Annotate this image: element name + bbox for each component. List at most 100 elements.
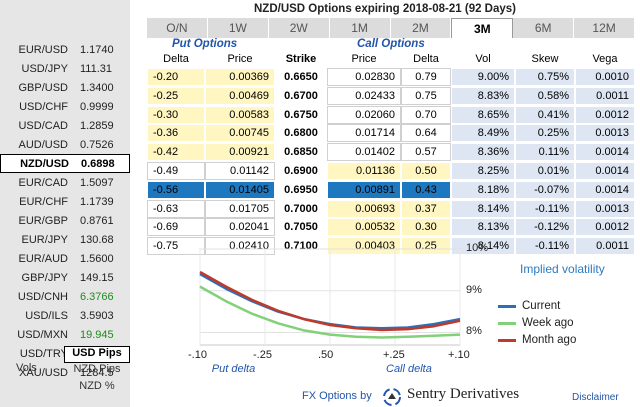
put-price-cell[interactable]: 0.01405: [205, 180, 275, 199]
call-price-cell[interactable]: 0.01714: [327, 124, 401, 143]
currency-pair-xau-usd[interactable]: XAU/USD 1284.5: [0, 363, 130, 382]
put-price-cell[interactable]: 0.01705: [205, 199, 275, 218]
legend-swatch: [498, 321, 516, 325]
strike-cell: 0.6700: [275, 86, 327, 105]
call-price-cell[interactable]: 0.01402: [327, 143, 401, 162]
currency-pair-usd-ils[interactable]: USD/ILS 3.5903: [0, 306, 130, 325]
volatility-chart-svg: [199, 248, 461, 346]
currency-pair-name: EUR/JPY: [21, 233, 68, 246]
call-price-cell[interactable]: 0.00891: [327, 180, 401, 199]
x-tick-label: -.10: [188, 349, 207, 361]
currency-pair-name: GBP/JPY: [21, 271, 68, 284]
put-price-cell[interactable]: 0.00921: [205, 143, 275, 162]
currency-pair-rate: 1284.5: [80, 366, 114, 379]
currency-pair-gbp-jpy[interactable]: GBP/JPY 149.15: [0, 268, 130, 287]
tab-1w[interactable]: 1W: [207, 18, 269, 38]
tab-1m[interactable]: 1M: [329, 18, 391, 38]
currency-pair-rate: 149.15: [80, 271, 114, 284]
currency-pair-usd-chf[interactable]: USD/CHF 0.9999: [0, 97, 130, 116]
disclaimer-link[interactable]: Disclaimer: [572, 392, 619, 403]
y-tick-label: 8%: [466, 325, 482, 338]
currency-pair-name: GBP/USD: [18, 81, 68, 94]
tab-3m[interactable]: 3M: [451, 18, 514, 38]
currency-pair-nzd-usd[interactable]: NZD/USD 0.6898: [0, 154, 130, 173]
skew-cell: 0.41%: [515, 105, 575, 124]
call-delta-cell: 0.75: [401, 86, 451, 105]
skew-cell: -0.11%: [515, 199, 575, 218]
skew-cell: 0.25%: [515, 124, 575, 143]
tab-2m[interactable]: 2M: [390, 18, 452, 38]
call-price-cell[interactable]: 0.02830: [327, 68, 401, 86]
currency-pair-eur-chf[interactable]: EUR/CHF 1.1739: [0, 192, 130, 211]
currency-pair-rate: 0.8761: [80, 214, 114, 227]
call-delta-cell: 0.79: [401, 68, 451, 86]
call-price-cell[interactable]: 0.01136: [327, 162, 401, 180]
currency-pair-name: EUR/AUD: [18, 252, 68, 265]
put-delta-cell: -0.30: [147, 105, 205, 124]
legend-item-current: Current: [498, 300, 560, 312]
skew-cell: -0.07%: [515, 180, 575, 199]
currency-pair-name: USD/TRY: [19, 347, 68, 360]
skew-header: Skew: [531, 53, 559, 65]
strike-cell: 0.6800: [275, 124, 327, 143]
currency-pair-aud-usd[interactable]: AUD/USD 0.7526: [0, 135, 130, 154]
currency-pair-eur-gbp[interactable]: EUR/GBP 0.8761: [0, 211, 130, 230]
vol-cell: 8.18%: [451, 180, 515, 199]
y-tick-label: 9%: [466, 283, 482, 296]
tab-on[interactable]: O/N: [147, 18, 208, 38]
currency-pair-eur-usd[interactable]: EUR/USD 1.1740: [0, 40, 130, 59]
put-options-header: Put Options: [172, 38, 238, 50]
currency-pair-rate: 111.31: [80, 62, 113, 75]
put-price-cell[interactable]: 0.00369: [205, 68, 275, 86]
legend-label: Week ago: [522, 317, 574, 329]
put-price-cell[interactable]: 0.00745: [205, 124, 275, 143]
currency-pair-usd-cad[interactable]: USD/CAD 1.2859: [0, 116, 130, 135]
call-price-cell[interactable]: 0.00532: [327, 218, 401, 237]
vols-option-nzd-pips[interactable]: NZD Pips: [73, 363, 121, 375]
skew-cell: -0.12%: [515, 218, 575, 237]
put-delta-cell: -0.56: [147, 180, 205, 199]
call-price-cell[interactable]: 0.02433: [327, 86, 401, 105]
put-price-cell[interactable]: 0.00583: [205, 105, 275, 124]
vega-cell: 0.0013: [575, 124, 635, 143]
x-tick-label: -.25: [253, 349, 272, 361]
currency-pair-rate: 0.6898: [81, 157, 115, 170]
vol-cell: 8.25%: [451, 162, 515, 180]
currency-pair-usd-jpy[interactable]: USD/JPY 111.31: [0, 59, 130, 78]
currency-pair-name: USD/ILS: [25, 309, 68, 322]
currency-pair-eur-jpy[interactable]: EUR/JPY 130.68: [0, 230, 130, 249]
put-price-cell[interactable]: 0.00469: [205, 86, 275, 105]
currency-pair-name: NZD/USD: [20, 157, 69, 170]
currency-pair-rate: 0.7526: [80, 138, 114, 151]
call-price-cell[interactable]: 0.00693: [327, 199, 401, 218]
currency-pair-usd-cnh[interactable]: USD/CNH 6.3766: [0, 287, 130, 306]
tab-6m[interactable]: 6M: [513, 18, 575, 38]
tab-12m[interactable]: 12M: [574, 18, 635, 38]
skew-cell: -0.11%: [515, 237, 575, 256]
call-delta-header: Delta: [413, 53, 439, 65]
currency-pair-name: USD/CNH: [17, 290, 68, 303]
currency-pair-name: EUR/GBP: [18, 214, 68, 227]
skew-cell: 0.01%: [515, 162, 575, 180]
currency-pair-usd-mxn[interactable]: USD/MXN 19.945: [0, 325, 130, 344]
put-price-cell[interactable]: 0.02041: [205, 218, 275, 237]
call-price-cell[interactable]: 0.02060: [327, 105, 401, 124]
put-price-cell[interactable]: 0.01142: [205, 162, 275, 180]
vega-cell: 0.0013: [575, 199, 635, 218]
currency-pair-name: XAU/USD: [19, 366, 68, 379]
vega-cell: 0.0010: [575, 68, 635, 86]
put-delta-cell: -0.36: [147, 124, 205, 143]
currency-pair-eur-aud[interactable]: EUR/AUD 1.5600: [0, 249, 130, 268]
vol-cell: 8.13%: [451, 218, 515, 237]
call-delta-cell: 0.57: [401, 143, 451, 162]
vols-option-usd-pips[interactable]: USD Pips: [64, 346, 130, 363]
currency-pair-eur-cad[interactable]: EUR/CAD 1.5097: [0, 173, 130, 192]
currency-pair-rate: 1.2859: [80, 119, 114, 132]
call-delta-cell: 0.30: [401, 218, 451, 237]
put-delta-axis-label: Put delta: [211, 363, 256, 375]
vols-option-nzd-[interactable]: NZD %: [79, 380, 115, 392]
currency-pair-gbp-usd[interactable]: GBP/USD 1.3400: [0, 78, 130, 97]
tab-2w[interactable]: 2W: [268, 18, 330, 38]
currency-pair-name: USD/JPY: [21, 62, 68, 75]
strike-cell: 0.6900: [275, 162, 327, 180]
